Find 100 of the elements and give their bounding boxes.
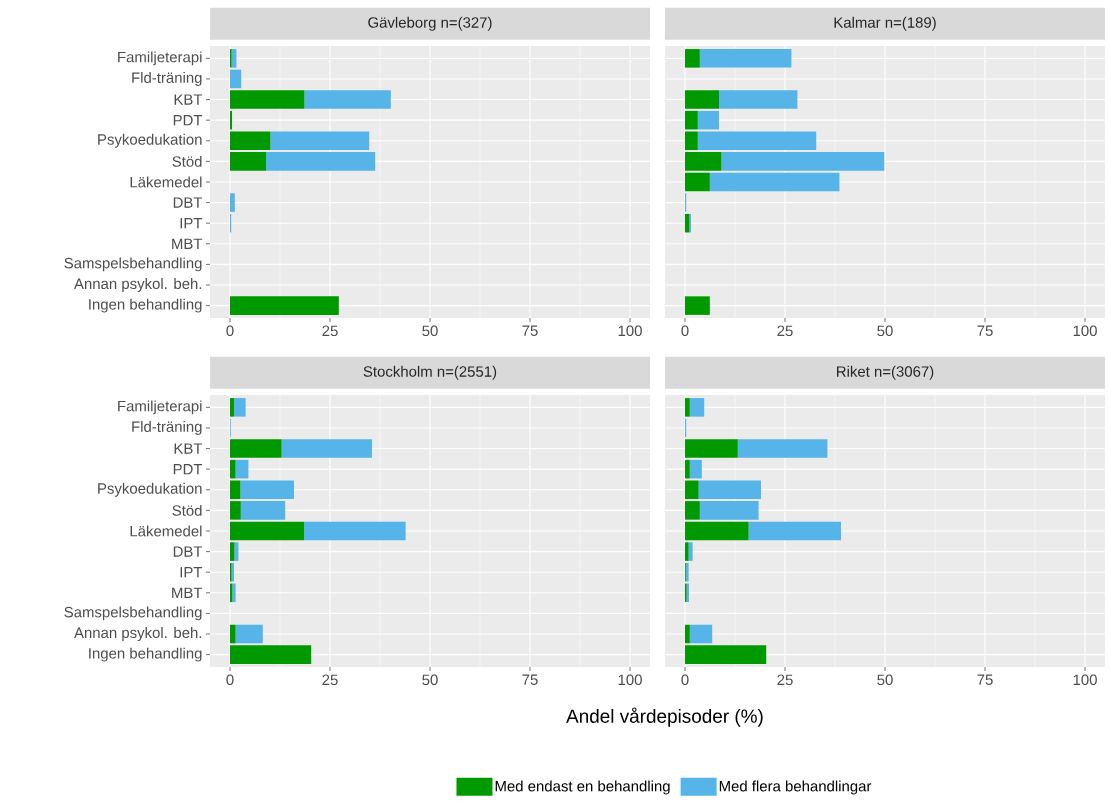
bar	[689, 398, 705, 417]
x-tick-label: 100	[1073, 674, 1097, 686]
bar	[230, 645, 312, 664]
y-tick-label: DBT	[173, 546, 203, 557]
bar	[685, 501, 700, 520]
bar	[685, 480, 699, 500]
bar	[748, 521, 842, 541]
bar	[685, 398, 690, 417]
y-tick-label: DBT	[173, 197, 203, 208]
bar	[304, 90, 391, 109]
bar	[230, 152, 267, 171]
x-tick-label: 0	[681, 674, 689, 686]
bar	[685, 90, 720, 109]
bar	[737, 439, 828, 458]
x-tick-label: 25	[777, 325, 793, 337]
bar	[719, 90, 798, 109]
y-tick-label: IPT	[180, 567, 203, 578]
legend-label: Med endast en behandling	[495, 780, 670, 795]
y-tick-label: MBT	[172, 238, 203, 249]
bar	[230, 398, 235, 417]
y-tick-label: IPT	[180, 218, 203, 229]
y-tick-label: Samspelsbehandling	[64, 257, 202, 272]
y-tick-label: Samspelsbehandling	[64, 606, 202, 621]
bar	[685, 521, 749, 541]
bar	[230, 131, 271, 151]
chart-title: Kalmar n=(189)	[834, 16, 936, 31]
x-tick-label: 25	[322, 674, 338, 686]
x-tick-label: 100	[1073, 325, 1097, 337]
x-tick-label: 100	[618, 325, 642, 337]
bar	[230, 90, 305, 109]
bar	[230, 439, 282, 458]
y-tick-label: Ingen behandling	[89, 647, 202, 662]
bar	[685, 110, 698, 130]
y-tick-label: Fld-träning	[132, 420, 202, 435]
x-axis-title: Andel vårdepisoder (%)	[566, 707, 763, 727]
x-tick-label: 50	[877, 674, 893, 686]
bar	[230, 459, 236, 479]
bar	[281, 439, 373, 458]
x-tick-label: 50	[422, 325, 438, 337]
bar	[230, 296, 339, 315]
bar	[689, 459, 702, 479]
bar	[685, 439, 738, 458]
bar	[685, 459, 690, 479]
x-tick-label: 75	[977, 325, 993, 336]
bar	[697, 110, 720, 130]
y-tick-label: PDT	[173, 115, 203, 126]
bar	[230, 521, 305, 541]
bar	[230, 501, 241, 520]
bar	[685, 152, 722, 171]
y-tick-label: Fld-träning	[132, 71, 202, 86]
y-tick-label: Stöd	[172, 155, 202, 167]
x-tick-label: 100	[618, 674, 642, 686]
x-tick-label: 25	[777, 674, 793, 686]
y-tick-label: Ingen behandling	[89, 298, 202, 313]
y-tick-label: KBT	[174, 443, 203, 454]
y-tick-label: Läkemedel	[130, 525, 202, 537]
bar	[230, 624, 236, 644]
y-tick-label: Psykoedukation	[98, 133, 202, 148]
bar	[685, 49, 700, 68]
bar	[304, 521, 406, 541]
bar	[709, 172, 840, 192]
bar	[230, 110, 233, 130]
legend-label: Med flera behandlingar	[719, 780, 872, 795]
bar	[698, 480, 762, 500]
bar	[240, 480, 295, 500]
y-tick-label: Familjeterapi	[118, 51, 202, 66]
y-tick-label: Psykoedukation	[98, 482, 202, 497]
bar	[234, 398, 246, 417]
x-tick-label: 50	[422, 674, 438, 686]
chart-title: Riket n=(3067)	[837, 365, 934, 380]
chart-title: Gävleborg n=(327)	[368, 16, 492, 31]
bar	[266, 152, 376, 171]
y-tick-label: Stöd	[172, 504, 202, 516]
bar	[685, 172, 710, 192]
bar	[235, 624, 263, 644]
bar	[689, 624, 713, 644]
x-tick-label: 75	[522, 325, 538, 336]
x-tick-label: 75	[522, 674, 538, 685]
x-tick-label: 25	[322, 325, 338, 337]
bar	[235, 459, 249, 479]
chart-title: Stockholm n=(2551)	[363, 365, 497, 380]
x-tick-label: 0	[681, 325, 689, 337]
bar	[685, 131, 698, 151]
y-tick-label: Annan psykol. beh.	[74, 627, 202, 641]
bar	[230, 542, 235, 561]
bar	[685, 645, 767, 664]
bar	[685, 542, 689, 561]
y-tick-label: Annan psykol. beh.	[74, 278, 202, 292]
x-tick-label: 0	[226, 674, 234, 686]
bar	[230, 480, 241, 500]
bar	[230, 193, 235, 212]
y-tick-label: PDT	[173, 464, 203, 475]
y-tick-label: Familjeterapi	[118, 400, 202, 415]
bar	[697, 131, 817, 151]
bar	[234, 542, 239, 561]
bar	[699, 501, 759, 520]
bar	[240, 501, 286, 520]
x-tick-label: 75	[977, 674, 993, 685]
y-tick-label: KBT	[174, 94, 203, 105]
bar	[699, 49, 792, 68]
